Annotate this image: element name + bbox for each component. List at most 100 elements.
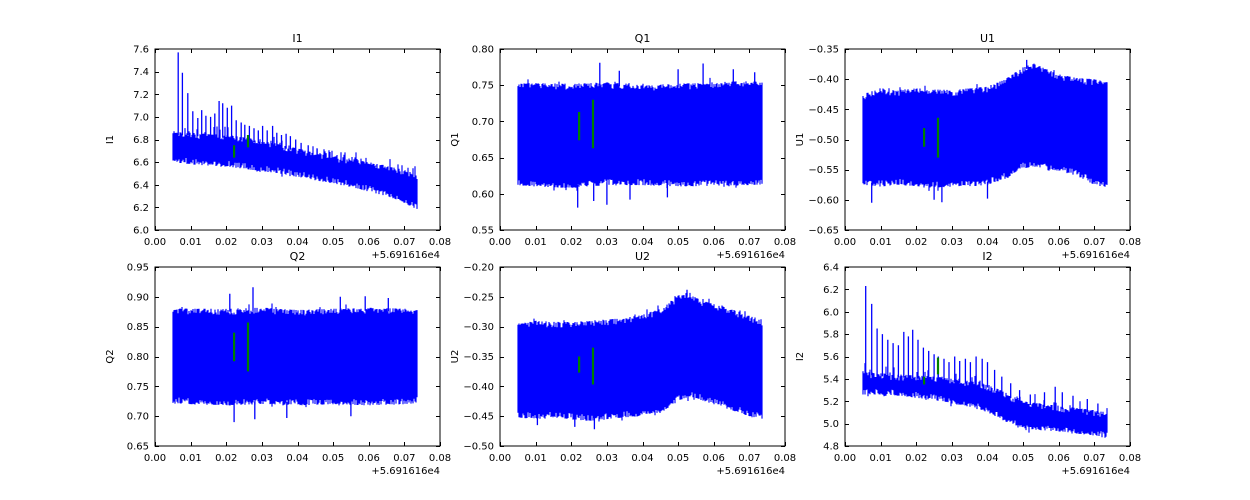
x-tick-label: 0.08 xyxy=(429,237,451,248)
x-tick-label: 0.06 xyxy=(1048,237,1070,248)
x-tick-label: 0.05 xyxy=(1012,237,1034,248)
x-tick-label: 0.05 xyxy=(667,237,689,248)
x-tick-label: 0.07 xyxy=(738,453,760,464)
y-tick-label: 0.65 xyxy=(127,442,149,453)
y-tick-label: −0.50 xyxy=(808,135,839,146)
x-tick-label: 0.07 xyxy=(738,237,760,248)
axes-frame xyxy=(154,266,441,447)
y-tick-label: 7.6 xyxy=(133,45,149,56)
y-tick-label: 0.75 xyxy=(472,81,494,92)
y-tick-label: 5.0 xyxy=(823,419,839,430)
y-tick-label: −0.50 xyxy=(463,442,494,453)
y-tick-label: 0.80 xyxy=(472,45,494,56)
y-tick-label: 0.60 xyxy=(472,189,494,200)
y-tick-label: 0.75 xyxy=(127,382,149,393)
x-tick-label: 0.02 xyxy=(905,237,927,248)
y-axis-label: Q2 xyxy=(105,349,116,363)
x-tick-label: 0.06 xyxy=(358,453,380,464)
y-tick-label: −0.20 xyxy=(463,263,494,274)
x-tick-label: 0.03 xyxy=(941,453,963,464)
y-tick-label: 6.4 xyxy=(133,180,149,191)
y-tick-label: 0.80 xyxy=(127,352,149,363)
subplot-Q2: 0.00 0.01 0.02 0.03 0.04 0.05 0.06 0.07 0.08 0.65… xyxy=(105,250,451,477)
spike-trace xyxy=(865,286,1099,414)
x-tick-label: 0.04 xyxy=(286,237,308,248)
subplot-U2: 0.00 0.01 0.02 0.03 0.04 0.05 0.06 0.07 0.08 −0.5… xyxy=(450,250,796,477)
y-axis-label: Q1 xyxy=(450,132,461,146)
y-tick-label: 0.95 xyxy=(127,263,149,274)
x-tick-label: 0.03 xyxy=(251,237,273,248)
x-offset-label: +5.691616e4 xyxy=(716,250,785,261)
x-tick-label: 0.00 xyxy=(834,237,856,248)
x-tick-label: 0.08 xyxy=(774,237,796,248)
x-tick-label: 0.08 xyxy=(429,453,451,464)
x-tick-label: 0.03 xyxy=(596,237,618,248)
signal-trace xyxy=(517,77,763,191)
axis-ticks xyxy=(155,267,441,447)
y-tick-label: 6.8 xyxy=(133,135,149,146)
y-tick-label: 6.2 xyxy=(133,203,149,214)
x-tick-label: 0.07 xyxy=(393,237,415,248)
y-tick-label: −0.25 xyxy=(463,292,494,303)
axis-ticks xyxy=(845,49,1131,231)
x-tick-label: 0.05 xyxy=(667,453,689,464)
y-tick-label: −0.45 xyxy=(808,105,839,116)
x-tick-label: 0.06 xyxy=(703,237,725,248)
axes-frame xyxy=(154,48,441,231)
axis-ticks xyxy=(155,49,441,231)
x-tick-label: 0.08 xyxy=(774,453,796,464)
y-tick-label: 7.0 xyxy=(133,112,149,123)
y-tick-label: 6.6 xyxy=(133,158,149,169)
x-offset-label: +5.691616e4 xyxy=(1061,250,1130,261)
x-tick-label: 0.00 xyxy=(144,237,166,248)
x-tick-label: 0.01 xyxy=(869,237,891,248)
y-axis-label: I2 xyxy=(795,352,806,361)
x-tick-label: 0.01 xyxy=(524,237,546,248)
axes-frame xyxy=(499,48,786,231)
plot-title: Q2 xyxy=(290,250,306,263)
y-axis-label: I1 xyxy=(105,135,116,144)
signal-trace xyxy=(862,63,1108,191)
x-offset-label: +5.691616e4 xyxy=(371,250,440,261)
spike-trace xyxy=(536,289,688,430)
event-markers xyxy=(233,135,250,158)
x-offset-label: +5.691616e4 xyxy=(716,466,785,477)
subplot-I1: 0.00 0.01 0.02 0.03 0.04 0.05 0.06 0.07 0.08 6.0 6… xyxy=(105,32,451,261)
plot-title: I2 xyxy=(982,250,992,263)
y-tick-label: −0.60 xyxy=(808,195,839,206)
x-tick-label: 0.01 xyxy=(524,453,546,464)
y-tick-label: −0.35 xyxy=(463,352,494,363)
spike-trace xyxy=(229,287,389,423)
y-tick-label: −0.40 xyxy=(463,382,494,393)
event-markers xyxy=(578,99,595,149)
y-tick-label: 6.0 xyxy=(133,226,149,237)
y-tick-label: 7.2 xyxy=(133,90,149,101)
x-tick-label: 0.05 xyxy=(322,237,344,248)
x-tick-label: 0.01 xyxy=(179,237,201,248)
x-tick-label: 0.07 xyxy=(393,453,415,464)
y-tick-label: −0.40 xyxy=(808,75,839,86)
x-tick-label: 0.02 xyxy=(560,237,582,248)
axis-ticks xyxy=(500,49,786,231)
x-tick-label: 0.05 xyxy=(1012,453,1034,464)
x-tick-label: 0.06 xyxy=(1048,453,1070,464)
event-markers xyxy=(578,347,595,385)
signal-trace xyxy=(172,126,418,209)
y-axis-label: U2 xyxy=(450,350,461,364)
y-tick-label: 0.70 xyxy=(472,117,494,128)
y-tick-label: 0.70 xyxy=(127,412,149,423)
x-tick-label: 0.03 xyxy=(941,237,963,248)
x-tick-label: 0.08 xyxy=(1119,237,1141,248)
signal-trace xyxy=(172,303,418,408)
x-tick-label: 0.01 xyxy=(179,453,201,464)
y-axis-label: U1 xyxy=(795,133,806,147)
y-tick-label: 7.4 xyxy=(133,67,149,78)
x-tick-label: 0.00 xyxy=(489,453,511,464)
x-tick-label: 0.04 xyxy=(976,453,998,464)
event-markers xyxy=(233,322,250,372)
axes-frame xyxy=(844,266,1131,447)
x-tick-label: 0.02 xyxy=(560,453,582,464)
y-tick-label: 5.6 xyxy=(823,352,839,363)
x-tick-label: 0.07 xyxy=(1083,237,1105,248)
